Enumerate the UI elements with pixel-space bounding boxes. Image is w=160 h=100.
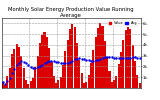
Bar: [4, 85, 6, 88]
Bar: [125, 30, 127, 88]
Bar: [120, 52, 122, 88]
Bar: [113, 80, 115, 88]
Bar: [62, 65, 64, 88]
Bar: [25, 80, 27, 88]
Bar: [23, 68, 25, 88]
Bar: [92, 50, 94, 88]
Bar: [81, 74, 83, 88]
Bar: [118, 64, 120, 88]
Bar: [111, 82, 113, 88]
Bar: [104, 41, 106, 88]
Bar: [11, 54, 13, 88]
Bar: [41, 35, 43, 88]
Bar: [27, 84, 29, 88]
Bar: [44, 32, 46, 88]
Bar: [76, 43, 78, 88]
Bar: [83, 83, 85, 88]
Bar: [95, 37, 97, 88]
Bar: [88, 74, 90, 88]
Bar: [106, 57, 108, 88]
Bar: [136, 74, 138, 88]
Bar: [64, 51, 66, 88]
Bar: [85, 82, 87, 88]
Bar: [46, 37, 48, 88]
Bar: [34, 67, 36, 88]
Bar: [50, 62, 52, 88]
Bar: [67, 40, 69, 88]
Bar: [18, 47, 20, 88]
Bar: [30, 81, 32, 88]
Bar: [127, 27, 129, 88]
Bar: [9, 68, 11, 88]
Bar: [36, 56, 39, 88]
Bar: [132, 45, 134, 88]
Title: Monthly Solar Energy Production Value Running Average: Monthly Solar Energy Production Value Ru…: [8, 7, 134, 18]
Bar: [71, 24, 73, 88]
Bar: [134, 61, 136, 88]
Bar: [16, 44, 18, 88]
Bar: [101, 26, 104, 88]
Bar: [60, 77, 62, 88]
Bar: [20, 56, 22, 88]
Bar: [90, 63, 92, 88]
Bar: [108, 71, 111, 88]
Bar: [6, 76, 8, 88]
Bar: [53, 76, 55, 88]
Bar: [55, 83, 57, 88]
Bar: [78, 60, 80, 88]
Bar: [69, 29, 71, 88]
Bar: [39, 43, 41, 88]
Bar: [57, 80, 60, 88]
Bar: [122, 40, 124, 88]
Bar: [99, 23, 101, 88]
Bar: [2, 82, 4, 88]
Bar: [139, 83, 141, 88]
Bar: [74, 27, 76, 88]
Bar: [32, 78, 34, 88]
Bar: [129, 29, 131, 88]
Bar: [13, 49, 15, 88]
Bar: [48, 48, 50, 88]
Legend: Value, Avg: Value, Avg: [108, 20, 138, 26]
Bar: [115, 76, 117, 88]
Bar: [97, 28, 99, 88]
